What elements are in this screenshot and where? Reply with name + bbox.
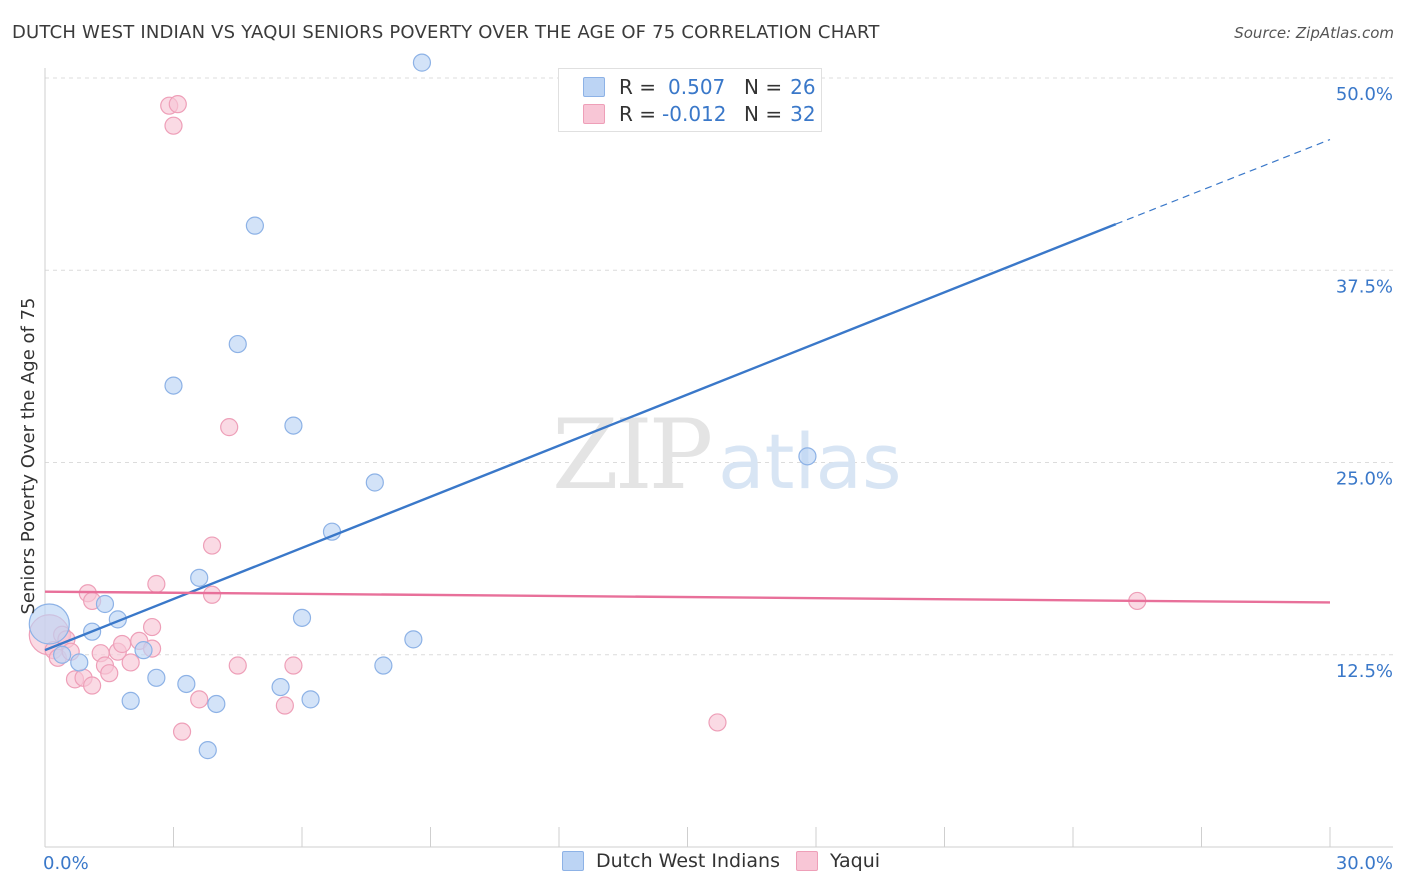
watermark: ZIP atlas [552,399,902,511]
data-point-dutch-west-indians [198,741,217,760]
trendline-extension-dutch-west-indians [1115,138,1331,225]
data-point-dutch-west-indians [121,691,140,710]
data-point-dutch-west-indians [245,216,264,235]
data-point-dutch-west-indians [292,608,312,627]
correlation-legend: R = 0.507 N = 26 R = -0.012 N = 32 [558,68,822,132]
data-point-dutch-west-indians [207,694,226,714]
series-swatch-dutch [562,851,584,871]
legend-r-label: R = [619,75,657,99]
trendline-yaqui [44,590,1331,604]
data-point-yaqui [284,656,303,675]
series-legend-dutch-west-indians: Dutch West Indians [562,850,780,872]
data-point-yaqui [168,95,187,114]
data-point-dutch-west-indians [798,447,817,466]
x-tick-label: 30.0% [1336,853,1393,874]
data-point-dutch-west-indians [95,594,115,614]
legend-r-value: 0.507 [668,75,726,99]
data-point-dutch-west-indians [271,677,290,697]
legend-n-value: 32 [790,102,816,126]
series-legend-label: Dutch West Indians [596,850,780,872]
grid-layer [45,77,1393,656]
legend-row-dutch-west-indians: R = 0.507 N = 26 [583,74,816,100]
data-point-dutch-west-indians [164,376,183,395]
data-point-yaqui [172,722,192,741]
data-point-yaqui [142,617,162,637]
data-point-yaqui [190,690,209,709]
data-point-dutch-west-indians [70,653,89,672]
legend-r-value: -0.012 [662,102,727,126]
axis-layer: 12.5% 25.0% 37.5% 50.0% 0.0% 30.0% [43,68,1393,874]
y-axis-label: Seniors Poverty Over the Age of 75 [18,298,39,615]
legend-r-label: R = [619,102,657,126]
legend-n-label: N = [744,102,783,126]
data-point-dutch-west-indians [190,568,209,587]
data-point-yaqui [83,676,102,695]
legend-row-yaqui: R = -0.012 N = 32 [583,101,816,127]
legend-n-label: N = [744,75,783,99]
x-tick-label: 0.0% [43,853,89,874]
data-point-yaqui [202,536,222,555]
trendline-dutch-west-indians [44,222,1117,652]
data-point-dutch-west-indians [365,473,384,492]
series-swatch-yaqui [796,851,818,871]
data-point-yaqui [708,713,727,732]
data-point-dutch-west-indians [228,334,247,354]
data-point-dutch-west-indians [134,641,153,660]
series-legend-yaqui: Yaqui [796,850,880,872]
trend-layer [44,138,1331,652]
data-point-yaqui [202,585,222,604]
data-point-yaqui [275,696,294,715]
data-point-dutch-west-indians [374,656,393,675]
y-tick-label: 37.5% [1336,276,1393,297]
data-point-yaqui [220,418,239,437]
chart-title: DUTCH WEST INDIAN VS YAQUI SENIORS POVER… [12,22,880,43]
y-tick-label: 25.0% [1336,469,1393,490]
data-point-yaqui [147,574,166,594]
legend-n-value: 26 [790,75,816,99]
data-point-dutch-west-indians [28,603,70,645]
data-point-dutch-west-indians [177,674,196,694]
data-point-dutch-west-indians [147,668,166,687]
data-point-dutch-west-indians [53,645,72,664]
data-point-yaqui [100,664,119,683]
legend-swatch-dutch [583,77,605,97]
data-point-yaqui [112,634,132,654]
y-tick-label: 12.5% [1336,661,1393,682]
watermark-zip: ZIP [552,399,711,511]
source-label: Source: ZipAtlas.com [1234,24,1394,42]
data-point-dutch-west-indians [284,416,303,435]
data-point-dutch-west-indians [412,53,432,72]
data-point-yaqui [228,656,247,675]
series-legend: Dutch West Indians Yaqui [0,850,1406,878]
y-tick-label: 50.0% [1336,84,1393,105]
data-point-dutch-west-indians [301,690,320,709]
legend-swatch-yaqui [583,104,605,124]
series-legend-label: Yaqui [830,850,881,872]
data-point-yaqui [164,116,183,135]
data-point-yaqui [121,653,140,672]
data-point-dutch-west-indians [404,630,423,649]
